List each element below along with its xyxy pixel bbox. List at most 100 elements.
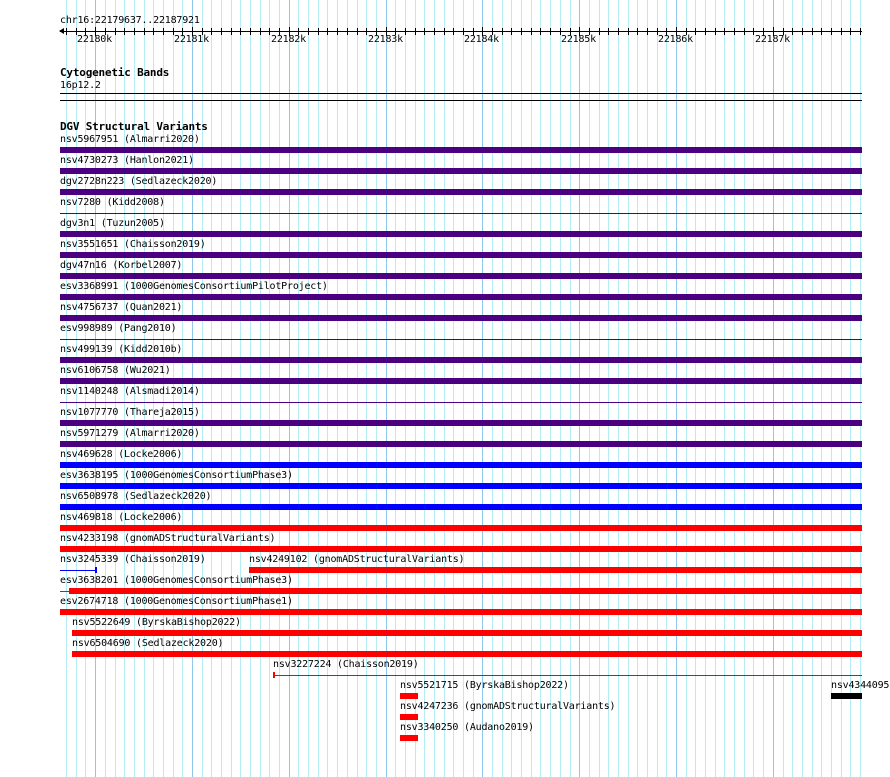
sv-feature-bar[interactable] bbox=[400, 693, 418, 699]
sv-feature-label[interactable]: nsv5521715 (ByrskaBishop2022) bbox=[400, 680, 569, 691]
sv-feature-label[interactable]: nsv3227224 (Chaisson2019) bbox=[273, 659, 419, 670]
sv-feature-label[interactable]: nsv4233198 (gnomADStructuralVariants) bbox=[60, 533, 276, 544]
grid-line-minor bbox=[318, 0, 319, 777]
scroll-left-arrow-icon[interactable] bbox=[59, 28, 64, 34]
sv-feature-bar[interactable] bbox=[60, 339, 862, 340]
sv-feature-bar[interactable] bbox=[60, 294, 862, 300]
ruler-major-label: 22185k bbox=[561, 34, 596, 45]
sv-feature-label[interactable]: dgv2728n223 (Sedlazeck2020) bbox=[60, 176, 218, 187]
sv-feature-label[interactable]: nsv6508978 (Sedlazeck2020) bbox=[60, 491, 212, 502]
sv-feature-label[interactable]: nsv469628 (Locke2006) bbox=[60, 449, 183, 460]
grid-line-minor bbox=[463, 0, 464, 777]
sv-feature-bar[interactable] bbox=[60, 252, 862, 258]
grid-line-minor bbox=[76, 0, 77, 777]
sv-feature-bar[interactable] bbox=[60, 483, 862, 489]
ruler-major-label: 22184k bbox=[464, 34, 499, 45]
sv-feature-bar[interactable] bbox=[60, 315, 862, 321]
grid-line-minor bbox=[327, 0, 328, 777]
sv-feature-bar[interactable] bbox=[60, 462, 862, 468]
sv-feature-label[interactable]: nsv4756737 (Quan2021) bbox=[60, 302, 183, 313]
sv-feature-bar[interactable] bbox=[831, 693, 862, 699]
sv-feature-label[interactable]: nsv469818 (Locke2006) bbox=[60, 512, 183, 523]
sv-feature-label[interactable]: esv2674718 (1000GenomesConsortiumPhase1) bbox=[60, 596, 293, 607]
grid-line-minor bbox=[405, 0, 406, 777]
sv-feature-bar[interactable] bbox=[273, 675, 862, 676]
sv-feature-label[interactable]: esv998989 (Pang2010) bbox=[60, 323, 177, 334]
sv-feature-label[interactable]: nsv1140248 (Alsmadi2014) bbox=[60, 386, 200, 397]
grid-line-minor bbox=[453, 0, 454, 777]
sv-feature-label[interactable]: nsv4247236 (gnomADStructuralVariants) bbox=[400, 701, 616, 712]
sv-feature-bar[interactable] bbox=[60, 231, 862, 237]
grid-line-minor bbox=[492, 0, 493, 777]
sv-feature-label[interactable]: nsv6106758 (Wu2021) bbox=[60, 365, 171, 376]
sv-feature-label[interactable]: nsv5967951 (Almarri2020) bbox=[60, 134, 200, 145]
cytogenetic-bands-title: Cytogenetic Bands bbox=[60, 66, 170, 79]
sv-feature-bar[interactable] bbox=[60, 189, 862, 195]
sv-feature-bar[interactable] bbox=[60, 420, 862, 426]
grid-line-minor bbox=[308, 0, 309, 777]
sv-feature-bar[interactable] bbox=[60, 546, 862, 552]
grid-line-minor bbox=[715, 0, 716, 777]
grid-line-major bbox=[386, 0, 387, 777]
sv-feature-label[interactable]: nsv3245339 (Chaisson2019) bbox=[60, 554, 206, 565]
grid-line-minor bbox=[115, 0, 116, 777]
sv-feature-label[interactable]: nsv5522649 (ByrskaBishop2022) bbox=[72, 617, 241, 628]
grid-line-minor bbox=[144, 0, 145, 777]
grid-line-minor bbox=[424, 0, 425, 777]
sv-feature-label[interactable]: esv3638201 (1000GenomesConsortiumPhase3) bbox=[60, 575, 293, 586]
sv-feature-bar[interactable] bbox=[60, 402, 862, 403]
sv-feature-label[interactable]: nsv7280 (Kidd2008) bbox=[60, 197, 165, 208]
sv-feature-bar[interactable] bbox=[60, 357, 862, 363]
grid-line-minor bbox=[724, 0, 725, 777]
sv-feature-bar[interactable] bbox=[60, 378, 862, 384]
sv-feature-bar[interactable] bbox=[60, 570, 97, 571]
sv-feature-bar[interactable] bbox=[69, 588, 862, 594]
sv-feature-bar[interactable] bbox=[60, 525, 862, 531]
sv-feature-label[interactable]: esv3368991 (1000GenomesConsortiumPilotPr… bbox=[60, 281, 328, 292]
sv-feature-bar[interactable] bbox=[60, 273, 862, 279]
grid-line-minor bbox=[434, 0, 435, 777]
grid-line-minor bbox=[802, 0, 803, 777]
sv-feature-label[interactable]: nsv3551651 (Chaisson2019) bbox=[60, 239, 206, 250]
grid-line-minor bbox=[473, 0, 474, 777]
sv-feature-bar[interactable] bbox=[400, 735, 418, 741]
sv-feature-bar[interactable] bbox=[60, 504, 862, 510]
sv-feature-label[interactable]: nsv499139 (Kidd2010b) bbox=[60, 344, 183, 355]
sv-feature-bar[interactable] bbox=[60, 168, 862, 174]
sv-feature-label[interactable]: nsv6504690 (Sedlazeck2020) bbox=[72, 638, 224, 649]
dgv-track-title: DGV Structural Variants bbox=[60, 120, 208, 133]
sv-feature-label[interactable]: nsv3340250 (Audano2019) bbox=[400, 722, 534, 733]
sv-feature-bar[interactable] bbox=[249, 567, 862, 573]
sv-feature-label[interactable]: dgv3n1 (Tuzun2005) bbox=[60, 218, 165, 229]
grid-line-minor bbox=[240, 0, 241, 777]
grid-line-minor bbox=[415, 0, 416, 777]
sv-feature-bar[interactable] bbox=[72, 630, 862, 636]
sv-feature-bar[interactable] bbox=[72, 651, 862, 657]
sv-feature-label[interactable]: nsv1077770 (Thareja2015) bbox=[60, 407, 200, 418]
sv-feature-bar[interactable] bbox=[400, 714, 418, 720]
grid-line-minor bbox=[66, 0, 67, 777]
ruler-scale[interactable] bbox=[60, 31, 862, 32]
sv-feature-label[interactable]: dgv47n16 (Korbel2007) bbox=[60, 260, 183, 271]
grid-line-minor bbox=[744, 0, 745, 777]
grid-line-minor bbox=[812, 0, 813, 777]
sv-feature-bar[interactable] bbox=[60, 213, 862, 214]
grid-line-minor bbox=[173, 0, 174, 777]
sv-feature-label[interactable]: nsv4730273 (Hanlon2021) bbox=[60, 155, 194, 166]
ruler-major-label: 22180k bbox=[77, 34, 112, 45]
sv-feature-label[interactable]: esv3638195 (1000GenomesConsortiumPhase3) bbox=[60, 470, 293, 481]
grid-line-minor bbox=[657, 0, 658, 777]
sv-feature-label[interactable]: nsv4344095 bbox=[831, 680, 890, 691]
grid-line-minor bbox=[686, 0, 687, 777]
sv-feature-label[interactable]: nsv5971279 (Almarri2020) bbox=[60, 428, 200, 439]
sv-feature-bar[interactable] bbox=[60, 441, 862, 447]
grid-line-minor bbox=[134, 0, 135, 777]
grid-line-minor bbox=[395, 0, 396, 777]
cytoband-bar[interactable] bbox=[60, 93, 862, 94]
sv-feature-bar[interactable] bbox=[60, 609, 862, 615]
grid-line-major bbox=[289, 0, 290, 777]
sv-feature-bar[interactable] bbox=[60, 147, 862, 153]
grid-line-minor bbox=[841, 0, 842, 777]
sv-feature-label[interactable]: nsv4249102 (gnomADStructuralVariants) bbox=[249, 554, 465, 565]
grid-line-minor bbox=[783, 0, 784, 777]
